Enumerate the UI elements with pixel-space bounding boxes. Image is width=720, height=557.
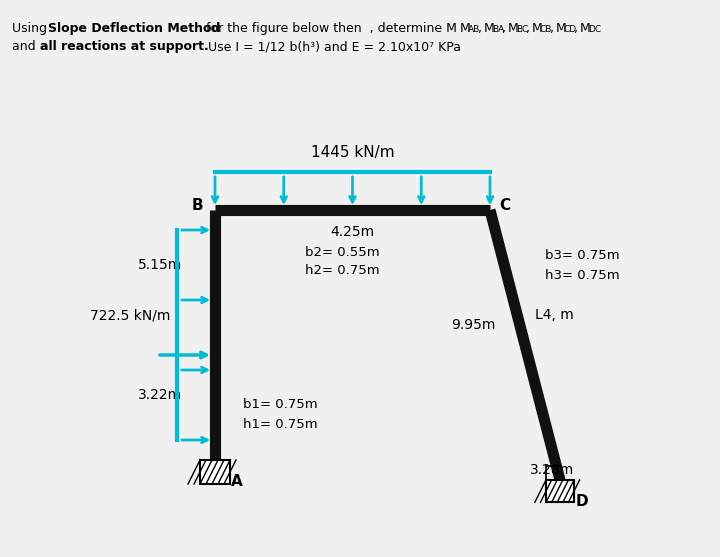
Text: DC: DC xyxy=(588,25,601,34)
Text: L4, m: L4, m xyxy=(535,308,574,322)
Text: Use I = 1/12 b(h³) and E = 2.10x10⁷ KPa: Use I = 1/12 b(h³) and E = 2.10x10⁷ KPa xyxy=(200,40,461,53)
Text: CD: CD xyxy=(564,25,577,34)
Text: 9.95m: 9.95m xyxy=(451,318,495,332)
Text: b3= 0.75m: b3= 0.75m xyxy=(545,248,620,261)
Text: and: and xyxy=(12,40,40,53)
Text: ,: , xyxy=(550,22,554,35)
Text: A: A xyxy=(231,475,243,490)
Text: b1= 0.75m: b1= 0.75m xyxy=(243,398,318,412)
Text: 722.5 kN/m: 722.5 kN/m xyxy=(90,308,170,322)
Text: h2= 0.75m: h2= 0.75m xyxy=(305,263,380,276)
Text: h3= 0.75m: h3= 0.75m xyxy=(545,268,620,281)
Text: ,: , xyxy=(502,22,506,35)
Text: Using: Using xyxy=(12,22,51,35)
Text: Slope Deflection Method: Slope Deflection Method xyxy=(48,22,220,35)
Text: b2= 0.55m: b2= 0.55m xyxy=(305,246,380,258)
Text: M: M xyxy=(532,22,543,35)
Text: AB: AB xyxy=(468,25,480,34)
Text: B: B xyxy=(192,198,203,213)
Text: BA: BA xyxy=(492,25,504,34)
Text: 4.25m: 4.25m xyxy=(330,225,374,239)
Text: 1445 kN/m: 1445 kN/m xyxy=(311,145,395,160)
Bar xyxy=(200,460,230,484)
Text: h1= 0.75m: h1= 0.75m xyxy=(243,418,318,432)
Text: M: M xyxy=(484,22,495,35)
Text: D: D xyxy=(576,495,588,510)
Text: 3.28m: 3.28m xyxy=(530,463,575,477)
Text: ,: , xyxy=(478,22,482,35)
Text: M: M xyxy=(460,22,471,35)
Text: for the figure below then  , determine M: for the figure below then , determine M xyxy=(202,22,457,35)
Text: all reactions at support.: all reactions at support. xyxy=(40,40,209,53)
Text: ,: , xyxy=(574,22,578,35)
Text: M: M xyxy=(556,22,567,35)
Text: BC: BC xyxy=(516,25,528,34)
Text: C: C xyxy=(500,198,510,213)
Text: 5.15m: 5.15m xyxy=(138,258,182,272)
Text: M: M xyxy=(508,22,518,35)
Text: 3.22m: 3.22m xyxy=(138,388,182,402)
Bar xyxy=(546,480,574,502)
Text: M: M xyxy=(580,22,590,35)
Text: ,: , xyxy=(526,22,530,35)
Text: CB: CB xyxy=(540,25,552,34)
